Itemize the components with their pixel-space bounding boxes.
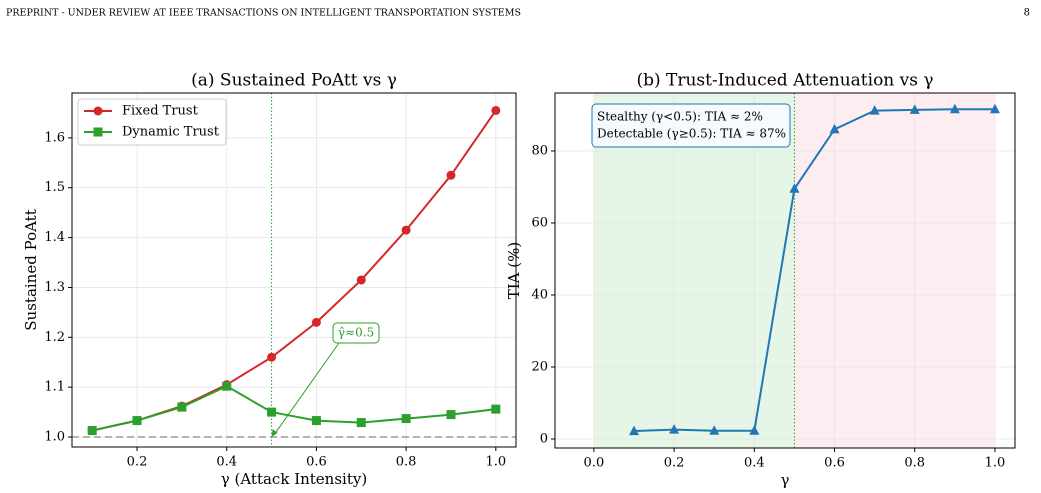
marker [629, 425, 640, 436]
x-tick-label: 0.8 [904, 456, 925, 471]
x-tick-label: 0.0 [584, 456, 605, 471]
y-tick-label: 0 [540, 431, 548, 446]
marker [401, 225, 411, 235]
marker [446, 170, 456, 180]
annotation-text: Detectable (γ≥0.5): TIA ≈ 87% [597, 127, 786, 141]
x-tick-label: 0.2 [127, 455, 148, 470]
marker [749, 425, 760, 435]
legend-marker [93, 106, 103, 116]
marker [446, 410, 456, 420]
legend-marker [93, 127, 103, 137]
marker [789, 183, 800, 193]
marker [909, 104, 920, 114]
y-tick-label: 1.0 [44, 430, 65, 445]
running-header: PREPRINT - UNDER REVIEW AT IEEE TRANSACT… [6, 8, 521, 19]
x-tick-label: 0.6 [824, 456, 845, 471]
legend-label: Fixed Trust [122, 104, 199, 119]
marker [669, 424, 680, 434]
page-number: 8 [1024, 8, 1030, 19]
series-line [633, 108, 995, 433]
y-tick-label: 1.6 [44, 130, 65, 145]
y-tick-label: 80 [531, 143, 548, 158]
arrow-head [271, 429, 278, 438]
shaded-region [794, 93, 995, 448]
legend-label: Dynamic Trust [122, 125, 220, 140]
y-tick-label: 20 [531, 359, 548, 374]
x-tick-label: 0.4 [216, 455, 237, 470]
annotation-text: γ̂≈0.5 [338, 326, 374, 340]
x-tick-label: 0.2 [664, 456, 685, 471]
marker [709, 425, 720, 435]
marker [949, 103, 960, 114]
y-axis-label: Sustained PoAtt [22, 209, 40, 330]
annotation-text: Stealthy (γ<0.5): TIA ≈ 2% [597, 110, 763, 124]
marker [491, 105, 501, 115]
annotation-arrow [274, 342, 340, 435]
x-axis-label: γ [781, 471, 790, 489]
marker [356, 418, 366, 428]
x-tick-label: 1.0 [985, 456, 1006, 471]
y-tick-label: 1.2 [44, 330, 65, 345]
marker [311, 416, 321, 426]
series-line [91, 109, 497, 432]
marker [989, 103, 1000, 114]
marker [222, 381, 232, 391]
chart-title: (b) Trust-Induced Attenuation vs γ [636, 71, 933, 91]
marker [401, 414, 411, 424]
marker [311, 317, 321, 327]
x-tick-label: 0.8 [396, 455, 417, 470]
x-tick-label: 0.6 [306, 455, 327, 470]
y-tick-label: 40 [531, 287, 548, 302]
marker [869, 105, 880, 115]
annotation-box [591, 103, 791, 148]
marker [177, 402, 187, 412]
plot-frame [71, 92, 517, 448]
legend-box [77, 98, 227, 146]
y-axis-label: TIA (%) [505, 242, 523, 300]
marker [829, 123, 840, 134]
y-tick-label: 1.4 [44, 230, 65, 245]
x-tick-label: 1.0 [485, 455, 506, 470]
x-axis-label: γ (Attack Intensity) [221, 470, 367, 488]
plot-frame [554, 92, 1016, 449]
marker [267, 352, 277, 362]
chart-title: (a) Sustained PoAtt vs γ [191, 71, 397, 91]
annotation-box [332, 322, 380, 344]
marker [267, 407, 277, 417]
series-line [91, 385, 496, 432]
x-tick-label: 0.4 [744, 456, 765, 471]
marker [132, 416, 142, 426]
marker [491, 404, 501, 414]
y-tick-label: 1.1 [44, 380, 65, 395]
y-tick-label: 1.5 [44, 180, 65, 195]
marker [356, 275, 366, 285]
y-tick-label: 1.3 [44, 280, 65, 295]
y-tick-label: 60 [531, 215, 548, 230]
marker [87, 426, 97, 436]
